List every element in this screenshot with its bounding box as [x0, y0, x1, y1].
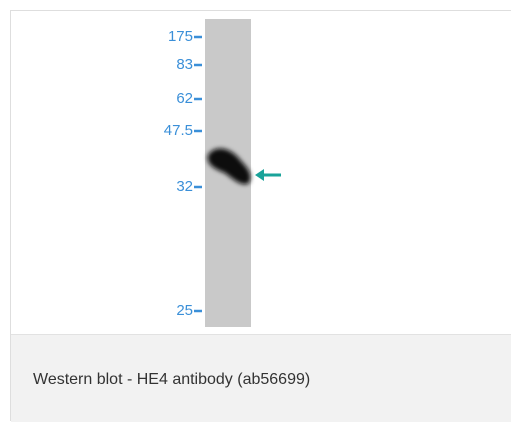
blot-image: 175 83 62 47.5 32 25 — [164, 19, 281, 327]
marker-label: 83 — [176, 56, 193, 73]
caption-box: Western blot - HE4 antibody (ab56699) — [11, 334, 511, 422]
caption: Western blot - HE4 antibody (ab56699) — [33, 371, 311, 388]
marker-label: 47.5 — [164, 122, 193, 139]
marker-label: 25 — [176, 302, 193, 319]
band — [207, 148, 251, 185]
marker-label: 62 — [176, 90, 193, 107]
marker-label: 175 — [168, 28, 193, 45]
marker-label: 32 — [176, 178, 193, 195]
blot-figure: 175 83 62 47.5 32 25 — [11, 11, 511, 334]
figure-frame: 175 83 62 47.5 32 25 Western blot - HE4 antib… — [10, 10, 511, 422]
arrow — [255, 169, 281, 181]
